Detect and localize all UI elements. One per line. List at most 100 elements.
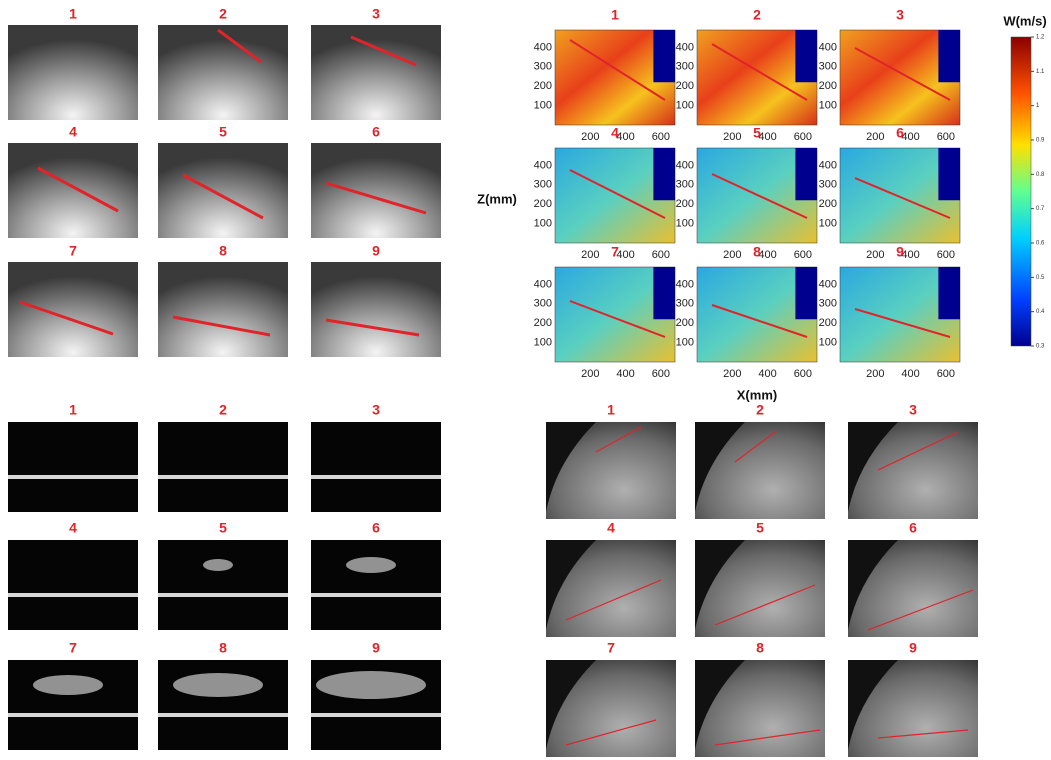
x-tick-label: 200: [723, 131, 741, 143]
bubbles: [203, 559, 233, 571]
y-tick-label: 200: [534, 80, 552, 92]
panel-label: 5: [756, 520, 764, 536]
y-axis-label: Z(mm): [477, 191, 517, 206]
x-tick-label: 600: [937, 249, 955, 261]
x-tick-label: 600: [794, 131, 812, 143]
photo: [158, 540, 288, 630]
panel-label: 9: [909, 640, 917, 656]
y-tick-label: 400: [534, 159, 552, 171]
x-tick-label: 400: [901, 131, 919, 143]
x-tick-label: 200: [581, 249, 599, 261]
photo: [158, 262, 288, 357]
y-tick-label: 300: [676, 179, 694, 191]
panel-label: 3: [909, 402, 917, 418]
colorbar-tick-label: 0.7: [1036, 206, 1045, 212]
panel-label: 8: [219, 243, 227, 259]
panel-label: 7: [69, 640, 77, 656]
x-tick-label: 600: [794, 249, 812, 261]
colorbar: [1011, 37, 1031, 346]
bright-line: [311, 713, 441, 717]
photo: [8, 660, 138, 750]
x-tick-label: 600: [652, 249, 670, 261]
panel-label: 9: [372, 243, 380, 259]
photo: [8, 143, 138, 238]
photo: [311, 422, 441, 512]
y-tick-label: 100: [819, 218, 837, 230]
photo: [8, 25, 138, 120]
bright-line: [8, 713, 138, 717]
x-tick-label: 200: [581, 368, 599, 380]
photo: [8, 262, 138, 357]
panel-label: 2: [219, 6, 227, 22]
colorbar-tick-label: 0.5: [1036, 275, 1045, 281]
panel-label: 6: [372, 520, 380, 536]
y-tick-label: 200: [534, 317, 552, 329]
x-tick-label: 600: [652, 131, 670, 143]
panel-label: 3: [372, 402, 380, 418]
y-tick-label: 100: [676, 337, 694, 349]
photo: [311, 25, 441, 120]
blue-region: [938, 148, 960, 200]
y-tick-label: 100: [534, 100, 552, 112]
panel-label: 5: [753, 125, 761, 141]
panel-label: 8: [756, 640, 764, 656]
y-tick-label: 100: [676, 218, 694, 230]
y-tick-label: 200: [676, 198, 694, 210]
bright-line: [311, 593, 441, 597]
panel-label: 6: [896, 125, 904, 141]
x-tick-label: 400: [758, 131, 776, 143]
x-axis-label: X(mm): [737, 387, 777, 402]
x-tick-label: 600: [937, 368, 955, 380]
bubbles: [316, 671, 426, 699]
blue-region: [938, 267, 960, 319]
panel-label: 4: [69, 124, 77, 140]
bright-line: [158, 593, 288, 597]
x-tick-label: 200: [866, 131, 884, 143]
panel-label: 4: [611, 125, 619, 141]
y-tick-label: 300: [676, 298, 694, 310]
panel-label: 6: [372, 124, 380, 140]
y-tick-label: 100: [819, 100, 837, 112]
colorbar-tick-label: 0.8: [1036, 172, 1045, 178]
panel-label: 1: [69, 6, 77, 22]
y-tick-label: 200: [819, 80, 837, 92]
y-tick-label: 300: [676, 61, 694, 73]
colorbar-tick-label: 1: [1036, 103, 1040, 109]
x-tick-label: 400: [758, 249, 776, 261]
y-tick-label: 300: [534, 298, 552, 310]
panel-label: 9: [896, 244, 904, 260]
panel-label: 1: [69, 402, 77, 418]
x-tick-label: 400: [616, 249, 634, 261]
y-tick-label: 100: [534, 337, 552, 349]
panel-label: 7: [611, 244, 619, 260]
panel-label: 3: [372, 6, 380, 22]
blue-region: [938, 30, 960, 82]
bright-line: [158, 475, 288, 479]
y-tick-label: 100: [676, 100, 694, 112]
panel-label: 5: [219, 520, 227, 536]
x-tick-label: 400: [758, 368, 776, 380]
y-tick-label: 400: [819, 278, 837, 290]
y-tick-label: 100: [534, 218, 552, 230]
panel-label: 4: [607, 520, 615, 536]
panel-label: 1: [611, 7, 619, 23]
panel-label: 6: [909, 520, 917, 536]
panel-label: 5: [219, 124, 227, 140]
blue-region: [653, 30, 675, 82]
y-tick-label: 300: [534, 179, 552, 191]
y-tick-label: 400: [534, 41, 552, 53]
x-tick-label: 600: [794, 368, 812, 380]
colorbar-title: W(m/s): [1003, 13, 1046, 28]
photo: [311, 262, 441, 357]
figure: Z(mm) X(mm) W(m/s) 123456789110020030040…: [0, 0, 1051, 760]
panel-label: 7: [607, 640, 615, 656]
blue-region: [795, 267, 817, 319]
y-tick-label: 300: [534, 61, 552, 73]
photo: [311, 540, 441, 630]
bright-line: [8, 593, 138, 597]
bubbles: [173, 673, 263, 697]
y-tick-label: 200: [676, 317, 694, 329]
panel-label: 9: [372, 640, 380, 656]
colorbar-tick-label: 0.9: [1036, 138, 1045, 144]
y-tick-label: 400: [676, 278, 694, 290]
